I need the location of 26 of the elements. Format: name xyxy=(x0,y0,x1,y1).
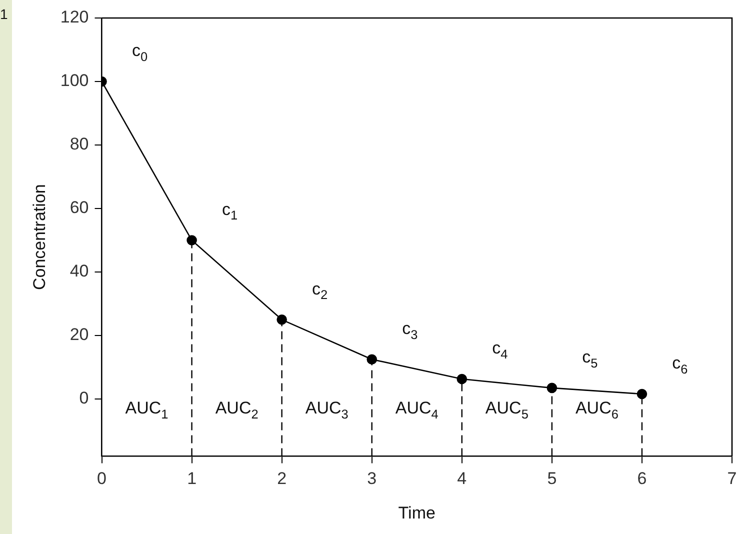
y-tick-label: 100 xyxy=(60,71,89,90)
x-tick-label: 5 xyxy=(547,469,557,488)
point xyxy=(366,354,378,364)
text: AUC xyxy=(125,398,162,418)
annotation: 1 xyxy=(161,406,168,422)
point xyxy=(186,235,197,246)
point xyxy=(636,388,648,400)
x-axis-title: Time xyxy=(398,503,436,522)
x-tick-label: 4 xyxy=(457,469,467,488)
x-tick-label: 6 xyxy=(637,469,647,488)
x-tick-label: 7 xyxy=(727,469,737,488)
x-tick-label: 0 xyxy=(97,469,106,488)
y-tick-label: 80 xyxy=(70,134,89,154)
y-axis-title: Concentration xyxy=(30,184,49,290)
y-tick-label: 20 xyxy=(70,325,89,344)
y-tick-label: 0 xyxy=(79,388,89,408)
x-tick-label: 2 xyxy=(277,469,287,488)
x-tick-label: 3 xyxy=(367,469,377,488)
text: 1 xyxy=(0,6,8,22)
y-tick-label: 40 xyxy=(70,262,89,281)
point xyxy=(546,382,558,394)
y-tick-label: 60 xyxy=(70,198,89,218)
point xyxy=(456,374,468,384)
y-tick-label: 120 xyxy=(60,8,89,27)
x-tick-label: 1 xyxy=(187,469,197,488)
point xyxy=(276,314,287,325)
